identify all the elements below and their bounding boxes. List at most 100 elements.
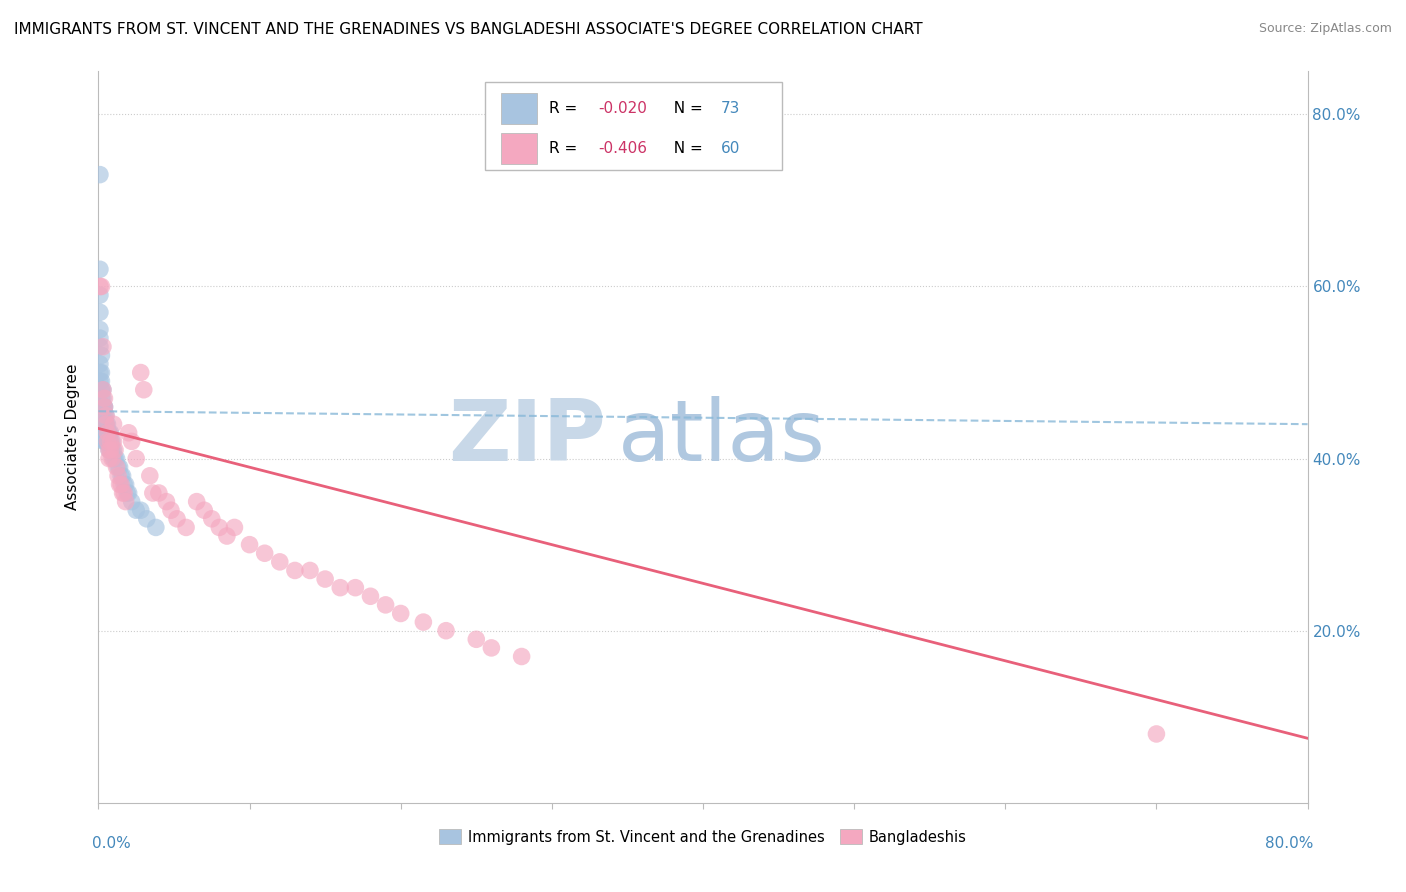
Point — [96, 434, 118, 449]
Point — [93, 417, 115, 432]
Point — [148, 486, 170, 500]
Point — [103, 451, 125, 466]
Text: N =: N = — [664, 101, 709, 116]
Point — [91, 400, 114, 414]
Point — [129, 503, 152, 517]
Point — [129, 366, 152, 380]
Point — [100, 434, 122, 449]
Point — [108, 477, 131, 491]
Point — [89, 357, 111, 371]
Point — [90, 383, 112, 397]
Text: 80.0%: 80.0% — [1265, 836, 1313, 851]
Point — [96, 434, 118, 449]
Point — [94, 417, 117, 432]
Point — [98, 451, 121, 466]
Point — [96, 417, 118, 432]
Point — [91, 425, 114, 440]
Point — [89, 305, 111, 319]
Point — [110, 477, 132, 491]
Point — [253, 546, 276, 560]
Point — [105, 460, 128, 475]
Point — [329, 581, 352, 595]
Point — [94, 425, 117, 440]
Point — [115, 486, 138, 500]
Point — [93, 392, 115, 406]
Point — [93, 409, 115, 423]
Text: N =: N = — [664, 141, 709, 156]
Point — [101, 442, 124, 457]
Point — [89, 262, 111, 277]
Point — [105, 451, 128, 466]
Point — [389, 607, 412, 621]
Point — [89, 168, 111, 182]
Point — [412, 615, 434, 629]
Point — [90, 366, 112, 380]
Point — [93, 434, 115, 449]
Text: ZIP: ZIP — [449, 395, 606, 479]
Point — [98, 425, 121, 440]
Point — [465, 632, 488, 647]
Point — [90, 409, 112, 423]
Point — [100, 434, 122, 449]
Point — [90, 392, 112, 406]
Point — [374, 598, 396, 612]
Point — [121, 434, 143, 449]
Point — [110, 468, 132, 483]
Point — [96, 434, 118, 449]
Point — [360, 589, 382, 603]
Point — [299, 564, 322, 578]
Text: 60: 60 — [721, 141, 741, 156]
Point — [90, 348, 112, 362]
Point — [114, 494, 136, 508]
Point — [90, 279, 112, 293]
Point — [93, 400, 115, 414]
Point — [201, 512, 224, 526]
Text: IMMIGRANTS FROM ST. VINCENT AND THE GRENADINES VS BANGLADESHI ASSOCIATE'S DEGREE: IMMIGRANTS FROM ST. VINCENT AND THE GREN… — [14, 22, 922, 37]
Point — [89, 366, 111, 380]
Point — [139, 468, 162, 483]
Point — [89, 340, 111, 354]
Point — [193, 503, 215, 517]
Text: atlas: atlas — [619, 395, 827, 479]
Point — [112, 486, 135, 500]
Point — [142, 486, 165, 500]
Point — [145, 520, 167, 534]
Point — [186, 494, 208, 508]
Point — [101, 434, 124, 449]
Point — [510, 649, 533, 664]
Point — [1144, 727, 1167, 741]
Point — [344, 581, 367, 595]
Point — [90, 374, 112, 388]
Point — [103, 434, 125, 449]
Text: -0.406: -0.406 — [598, 141, 647, 156]
Text: R =: R = — [550, 101, 582, 116]
Point — [108, 460, 131, 475]
Point — [166, 512, 188, 526]
Point — [91, 417, 114, 432]
Point — [174, 520, 197, 534]
Text: -0.020: -0.020 — [598, 101, 647, 116]
Legend: Immigrants from St. Vincent and the Grenadines, Bangladeshis: Immigrants from St. Vincent and the Gren… — [433, 823, 973, 850]
Point — [91, 409, 114, 423]
Point — [90, 425, 112, 440]
Point — [481, 640, 503, 655]
Point — [111, 486, 134, 500]
Point — [96, 425, 118, 440]
Point — [284, 564, 307, 578]
Point — [91, 340, 114, 354]
Point — [90, 409, 112, 423]
Y-axis label: Associate's Degree: Associate's Degree — [65, 364, 80, 510]
Point — [100, 442, 122, 457]
Point — [118, 486, 141, 500]
Point — [101, 451, 124, 466]
Point — [98, 442, 121, 457]
Point — [89, 288, 111, 302]
Point — [89, 331, 111, 345]
Point — [89, 279, 111, 293]
Point — [90, 400, 112, 414]
Point — [91, 400, 114, 414]
Point — [239, 538, 262, 552]
Point — [104, 451, 127, 466]
Point — [100, 442, 122, 457]
Text: Source: ZipAtlas.com: Source: ZipAtlas.com — [1258, 22, 1392, 36]
